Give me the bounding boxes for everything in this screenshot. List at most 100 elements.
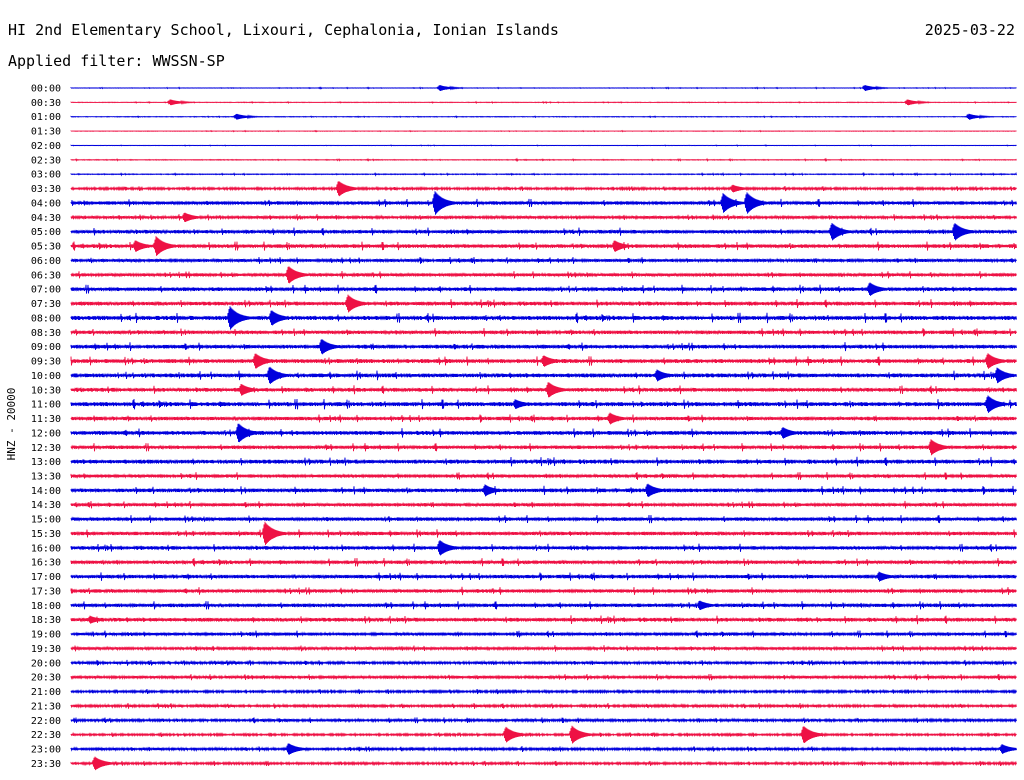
time-label: 03:00 — [31, 170, 61, 181]
trace-line — [70, 540, 1017, 556]
trace-line — [70, 181, 1017, 197]
trace-line — [70, 382, 1017, 398]
trace-line — [70, 236, 1017, 256]
trace-line — [70, 412, 1017, 425]
time-label: 23:00 — [31, 745, 61, 756]
time-label: 21:00 — [31, 687, 61, 698]
trace-line — [70, 157, 1017, 163]
time-label: 05:30 — [31, 242, 61, 253]
trace-line — [70, 521, 1017, 546]
trace-line — [70, 586, 1017, 596]
time-label: 11:00 — [31, 400, 61, 411]
time-label: 06:30 — [31, 270, 61, 281]
trace-line — [70, 266, 1017, 284]
trace-line — [70, 294, 1017, 313]
time-label: 00:00 — [31, 84, 61, 95]
trace-line — [70, 171, 1017, 177]
trace-line — [70, 500, 1017, 509]
trace-group — [70, 85, 1017, 771]
trace-line — [70, 423, 1017, 443]
trace-line — [70, 212, 1017, 223]
time-label: 15:30 — [31, 529, 61, 540]
trace-line — [70, 673, 1017, 681]
time-label: 02:00 — [31, 141, 61, 152]
trace-line — [70, 99, 1017, 106]
time-label: 14:30 — [31, 500, 61, 511]
trace-line — [70, 483, 1017, 497]
trace-line — [70, 256, 1017, 264]
trace-line — [70, 756, 1017, 771]
trace-line — [70, 743, 1017, 755]
time-label: 13:00 — [31, 457, 61, 468]
trace-line — [70, 659, 1017, 666]
trace-line — [70, 282, 1017, 296]
time-label: 09:00 — [31, 342, 61, 353]
time-label: 19:30 — [31, 644, 61, 655]
trace-line — [70, 144, 1017, 147]
time-label: 13:30 — [31, 471, 61, 482]
time-label: 09:30 — [31, 357, 61, 368]
trace-line — [70, 85, 1017, 91]
trace-line — [70, 688, 1017, 695]
time-label: 03:30 — [31, 184, 61, 195]
trace-line — [70, 615, 1017, 625]
time-label: 04:30 — [31, 213, 61, 224]
trace-line — [70, 600, 1017, 611]
time-label: 10:00 — [31, 371, 61, 382]
trace-line — [70, 366, 1017, 384]
time-label: 14:00 — [31, 486, 61, 497]
time-label: 16:00 — [31, 543, 61, 554]
trace-line — [70, 514, 1017, 524]
time-label: 00:30 — [31, 98, 61, 109]
trace-line — [70, 557, 1017, 567]
time-labels: 00:00 00:30 01:00 01:30 02:00 02:30 03:00 03:30… — [31, 84, 61, 770]
time-label: 11:30 — [31, 414, 61, 425]
time-label: 22:30 — [31, 730, 61, 741]
trace-line — [70, 353, 1017, 369]
trace-line — [70, 129, 1017, 133]
trace-line — [70, 328, 1017, 337]
time-label: 22:00 — [31, 716, 61, 727]
trace-line — [70, 439, 1017, 456]
time-label: 08:30 — [31, 328, 61, 339]
station-title: HI 2nd Elementary School, Lixouri, Cepha… — [8, 21, 559, 39]
time-label: 17:30 — [31, 586, 61, 597]
trace-line — [70, 717, 1017, 724]
time-label: 19:00 — [31, 630, 61, 641]
time-label: 02:30 — [31, 155, 61, 166]
filter-label: Applied filter: WWSSN-SP — [8, 52, 225, 70]
trace-line — [70, 630, 1017, 638]
time-label: 20:00 — [31, 658, 61, 669]
time-label: 01:00 — [31, 112, 61, 123]
time-label: 12:30 — [31, 443, 61, 454]
trace-line — [70, 702, 1017, 709]
time-label: 15:00 — [31, 515, 61, 526]
trace-line — [70, 222, 1017, 241]
time-label: 18:00 — [31, 601, 61, 612]
time-label: 20:30 — [31, 673, 61, 684]
record-date: 2025-03-22 — [924, 21, 1015, 39]
time-label: 07:30 — [31, 299, 61, 310]
trace-line — [70, 395, 1017, 413]
time-label: 10:30 — [31, 385, 61, 396]
time-label: 06:00 — [31, 256, 61, 267]
time-label: 04:00 — [31, 198, 61, 209]
time-label: 01:30 — [31, 127, 61, 138]
time-label: 08:00 — [31, 313, 61, 324]
time-label: 18:30 — [31, 615, 61, 626]
trace-line — [70, 645, 1017, 652]
trace-line — [70, 339, 1017, 355]
time-label: 12:00 — [31, 428, 61, 439]
trace-line — [70, 113, 1017, 120]
trace-line — [70, 306, 1017, 330]
time-label: 07:00 — [31, 285, 61, 296]
time-label: 05:00 — [31, 227, 61, 238]
trace-line — [70, 571, 1017, 582]
trace-line — [70, 456, 1017, 467]
channel-label: HNZ - 20000 — [5, 388, 18, 461]
trace-line — [70, 191, 1017, 215]
time-label: 16:30 — [31, 558, 61, 569]
time-label: 17:00 — [31, 572, 61, 583]
trace-line — [70, 725, 1017, 744]
